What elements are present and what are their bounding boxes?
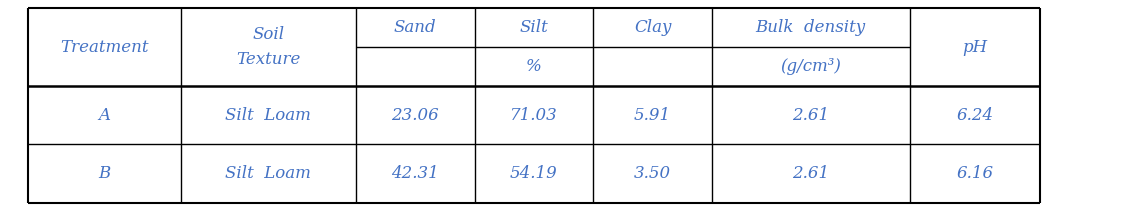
Text: Silt  Loam: Silt Loam <box>226 165 311 182</box>
Text: 5.91: 5.91 <box>634 107 671 124</box>
Text: 3.50: 3.50 <box>634 165 671 182</box>
Text: Bulk  density: Bulk density <box>756 19 866 36</box>
Text: 42.31: 42.31 <box>391 165 440 182</box>
Text: 6.16: 6.16 <box>956 165 993 182</box>
Text: %: % <box>527 58 541 75</box>
Text: 2.61: 2.61 <box>792 107 829 124</box>
Text: Silt: Silt <box>520 19 548 36</box>
Text: A: A <box>98 107 111 124</box>
Text: Treatment: Treatment <box>60 39 149 56</box>
Text: 71.03: 71.03 <box>510 107 558 124</box>
Text: B: B <box>98 165 111 182</box>
Text: Sand: Sand <box>394 19 436 36</box>
Text: Clay: Clay <box>634 19 671 36</box>
Text: pH: pH <box>962 39 988 56</box>
Text: Soil
Texture: Soil Texture <box>236 26 301 68</box>
Text: Silt  Loam: Silt Loam <box>226 107 311 124</box>
Text: 2.61: 2.61 <box>792 165 829 182</box>
Text: 54.19: 54.19 <box>510 165 558 182</box>
Text: 6.24: 6.24 <box>956 107 993 124</box>
Text: 23.06: 23.06 <box>391 107 440 124</box>
Text: (g/cm³): (g/cm³) <box>781 58 841 75</box>
